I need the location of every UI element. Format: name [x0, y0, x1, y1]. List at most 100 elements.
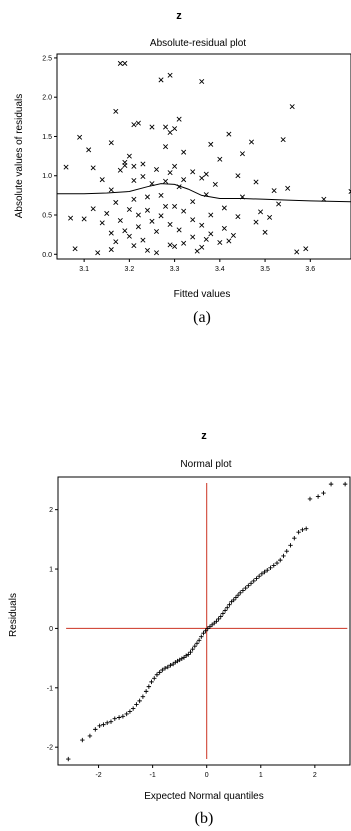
- chart-b-data-point: [225, 605, 230, 610]
- chart-b-x-tick-label: 2: [313, 772, 317, 779]
- chart-a-data-point: [68, 215, 74, 221]
- chart-a-data-point: [190, 217, 196, 223]
- chart-b-data-point: [162, 666, 168, 671]
- chart-a-data-point: [181, 240, 187, 246]
- chart-b-data-point: [93, 727, 98, 732]
- chart-a-data-point: [176, 116, 182, 122]
- chart-a-data-point: [217, 239, 223, 246]
- chart-a-x-tick-label: 3.4: [215, 266, 225, 273]
- chart-b-x-tick-label: 1: [259, 772, 263, 779]
- chart-a-data-point: [126, 233, 132, 239]
- chart-a-data-point: [203, 171, 209, 177]
- chart-b-y-tick-label: 2: [49, 507, 53, 514]
- chart-b-data-point: [235, 592, 241, 598]
- chart-b-data-point: [152, 676, 157, 681]
- chart-a-data-point: [113, 108, 119, 114]
- chart-a-data-point: [131, 243, 137, 249]
- chart-b-data-point: [254, 576, 259, 581]
- chart-a-data-point: [217, 156, 223, 162]
- chart-a-y-tick-label: 0.5: [42, 213, 52, 220]
- chart-b-x-tick-label: -2: [95, 772, 101, 779]
- chart-a-data-point: [235, 214, 241, 220]
- chart-a-data-point: [126, 153, 132, 159]
- chart-b-data-point: [265, 568, 270, 573]
- chart-a-data-point: [108, 140, 114, 146]
- chart-a-data-point: [239, 151, 245, 157]
- chart-a-data-point: [72, 246, 78, 252]
- chart-a-x-tick-label: 3.2: [125, 266, 135, 273]
- normal-plot-chart: z Normal plot -2 -1 0 1 2 -2 -1 0 1 2 Expected No…: [8, 430, 351, 827]
- smoothed-trend-line: [57, 183, 351, 203]
- chart-b-y-label: Residuals: [8, 593, 19, 637]
- chart-a-data-point: [131, 163, 137, 169]
- chart-a-data-point: [230, 232, 236, 238]
- chart-a-data-point: [276, 201, 282, 207]
- chart-a-data-point: [294, 249, 300, 255]
- chart-a-data-point: [235, 173, 241, 179]
- chart-b-x-label: Expected Normal quantiles: [144, 791, 264, 802]
- chart-b-data-point: [292, 535, 297, 541]
- chart-a-y-tick-label: 2.0: [42, 95, 52, 102]
- chart-b-data-point: [203, 628, 208, 633]
- chart-b-x-tick-label: 0: [205, 772, 209, 779]
- chart-b-caption: (b): [195, 810, 214, 827]
- chart-b-data-point: [214, 619, 219, 624]
- chart-b-data-point: [137, 698, 142, 704]
- chart-b-data-point: [165, 664, 170, 670]
- chart-a-data-point: [122, 60, 128, 66]
- chart-b-data-point: [196, 638, 202, 643]
- chart-a-data-point: [199, 244, 205, 250]
- chart-a-data-point: [226, 238, 232, 244]
- chart-a-data-point: [140, 161, 146, 167]
- chart-b-data-point: [108, 719, 114, 724]
- chart-b-data-point: [220, 611, 226, 616]
- chart-a-data-point: [153, 166, 160, 172]
- chart-b-data-point: [140, 694, 146, 699]
- chart-a-data-point: [212, 181, 218, 187]
- chart-b-data-point: [307, 496, 313, 502]
- chart-b-data-point: [328, 481, 334, 487]
- chart-a-data-point: [158, 192, 164, 198]
- chart-a-data-point: [253, 179, 259, 185]
- chart-b-data-point: [116, 715, 122, 720]
- chart-b-data-point: [127, 709, 133, 714]
- chart-b-data-point: [268, 565, 273, 571]
- chart-a-data-point: [153, 250, 160, 256]
- chart-b-header: z: [201, 430, 207, 442]
- chart-b-data-point: [231, 597, 236, 603]
- chart-b-data-point: [87, 733, 93, 739]
- chart-b-data-point: [216, 616, 221, 622]
- chart-a-data-point: [190, 169, 196, 175]
- chart-a-data-point: [194, 248, 200, 254]
- chart-a-data-point: [163, 178, 169, 184]
- chart-a-data-point: [117, 217, 123, 224]
- chart-b-data-point: [190, 647, 195, 652]
- chart-a-header: z: [176, 10, 182, 22]
- chart-a-data-point: [135, 120, 141, 126]
- chart-b-data-point: [130, 706, 136, 711]
- chart-b-data-point: [274, 560, 280, 566]
- chart-a-data-point: [289, 104, 295, 110]
- chart-b-data-point: [160, 667, 165, 673]
- chart-a-data-point: [99, 177, 105, 183]
- chart-a-data-point: [167, 242, 173, 248]
- chart-a-data-point: [199, 222, 205, 228]
- chart-a-data-point: [140, 237, 146, 243]
- chart-a-data-point: [348, 188, 351, 194]
- chart-b-data-point: [240, 588, 246, 593]
- chart-b-y-tick-label: 1: [49, 567, 53, 574]
- chart-b-data-point: [238, 590, 243, 595]
- chart-a-data-point: [135, 224, 141, 230]
- chart-a-y-tick-label: 1.0: [42, 173, 52, 180]
- chart-a-data-point: [95, 250, 101, 256]
- chart-a-data-point: [131, 177, 137, 183]
- chart-a-data-point: [176, 227, 182, 233]
- chart-a-x-label: Fitted values: [174, 289, 231, 300]
- chart-a-data-point: [104, 210, 110, 216]
- chart-b-data-point: [194, 641, 200, 646]
- chart-b-data-point: [296, 530, 301, 535]
- chart-b-data-point: [143, 689, 149, 694]
- chart-a-data-point: [144, 247, 150, 253]
- chart-b-data-point: [281, 553, 286, 559]
- chart-a-data-point: [226, 131, 232, 137]
